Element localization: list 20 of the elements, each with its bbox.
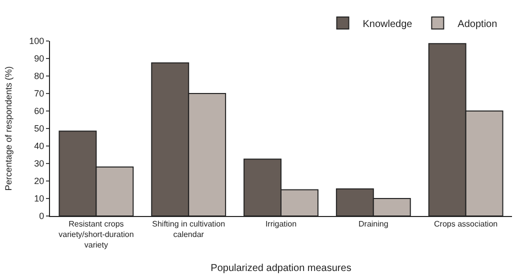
- y-tick-label: 70: [34, 88, 44, 99]
- x-tick-label: Crops association: [434, 220, 498, 229]
- x-tick-label: Resistant crops variety/short-duration variety: [58, 220, 134, 250]
- y-axis-title: Percentage of respondents (%): [4, 66, 14, 191]
- x-tick-label: Irrigation: [265, 220, 297, 229]
- y-tick-label: 10: [34, 194, 44, 204]
- y-tick-label: 80: [34, 71, 44, 82]
- x-axis-title: Popularized adpation measures: [210, 262, 352, 274]
- y-tick-label: 50: [34, 124, 44, 134]
- y-tick-label: 30: [34, 158, 44, 169]
- y-tick-label: 0: [39, 211, 44, 222]
- legend-label: Adoption: [458, 18, 498, 30]
- x-tick-label: Shifting in cultivation calendar: [152, 220, 226, 239]
- y-tick-label: 100: [29, 36, 44, 46]
- y-tick-label: 90: [34, 54, 44, 64]
- x-tick-label: Draining: [358, 220, 388, 229]
- y-tick-label: 40: [34, 141, 44, 152]
- legend-label: Knowledge: [362, 18, 413, 30]
- y-tick-label: 60: [34, 106, 44, 116]
- y-tick-label: 20: [34, 176, 44, 186]
